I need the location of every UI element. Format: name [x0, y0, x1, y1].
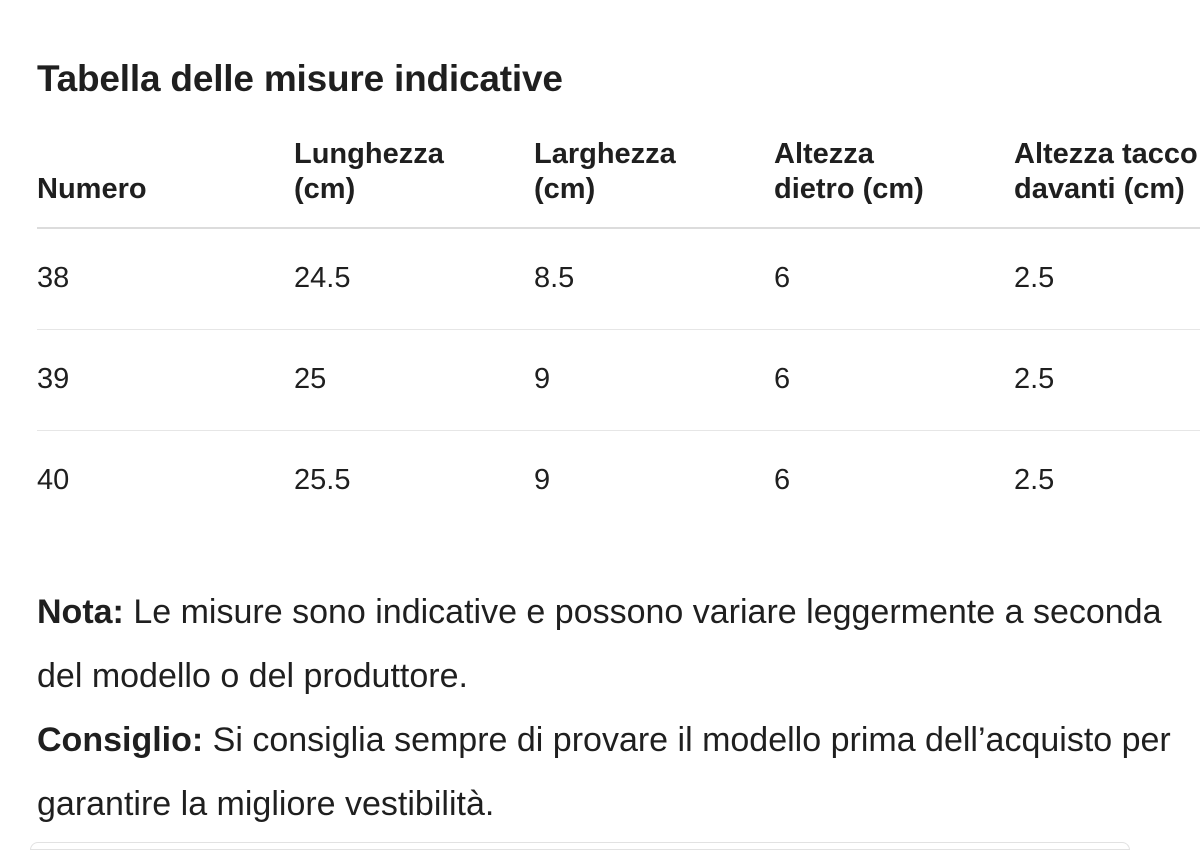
table-cell: 39: [37, 329, 294, 431]
note-label: Nota:: [37, 593, 124, 631]
table-cell: 2.5: [1014, 464, 1055, 497]
table-row: 39 25 9 6 2.5: [37, 329, 1200, 431]
column-header-numero: Numero: [37, 122, 294, 229]
table-cell: 6: [774, 228, 1014, 330]
table-row: 40 25.5 9 6 2.5: [37, 430, 1200, 531]
column-header-altezza-dietro: Altezza dietro (cm): [774, 122, 1014, 229]
page-title: Tabella delle misure indicative: [37, 58, 563, 99]
table-cell: 25.5: [294, 464, 351, 497]
table-cell: 2.5: [1014, 329, 1200, 431]
table-cell: 9: [534, 329, 774, 431]
advice-label: Consiglio:: [37, 721, 204, 759]
next-card-edge: [30, 842, 1130, 850]
advice-paragraph: Consiglio: Si consiglia sempre di provar…: [37, 708, 1200, 836]
table-cell: 40: [37, 464, 70, 497]
page-content: Tabella delle misure indicative Numero L…: [37, 0, 1200, 846]
column-header-altezza-tacco-davanti: Altezza tacco davanti (cm): [1014, 122, 1200, 229]
size-table: Numero Lunghezza (cm) Larghezza (cm) Alt…: [37, 122, 1200, 531]
column-header-lunghezza: Lunghezza (cm): [294, 122, 534, 229]
table-cell: 24.5: [294, 228, 534, 330]
table-cell: 6: [774, 464, 791, 497]
table-row: 38 24.5 8.5 6 2.5: [37, 228, 1200, 330]
notes-section: Nota: Le misure sono indicative e posson…: [37, 580, 1200, 836]
table-cell: 6: [774, 329, 1014, 431]
table-cell: 2.5: [1014, 228, 1200, 330]
note-text: Le misure sono indicative e possono vari…: [37, 593, 1162, 695]
table-cell: 38: [37, 228, 294, 330]
column-header-larghezza: Larghezza (cm): [534, 122, 774, 229]
table-cell: 9: [534, 464, 551, 497]
note-paragraph: Nota: Le misure sono indicative e posson…: [37, 580, 1200, 708]
advice-text: Si consiglia sempre di provare il modell…: [37, 721, 1171, 823]
table-cell: 8.5: [534, 228, 774, 330]
table-cell: 25: [294, 329, 534, 431]
table-header-row: Numero Lunghezza (cm) Larghezza (cm) Alt…: [37, 122, 1200, 229]
